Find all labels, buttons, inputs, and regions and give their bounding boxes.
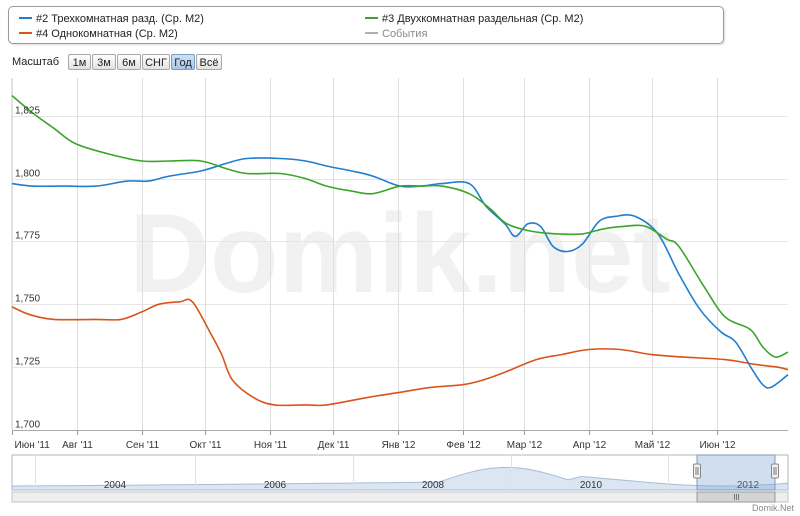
navigator-year-label: 2008 — [422, 480, 445, 491]
legend-label: #3 Двухкомнатная раздельная (Ср. М2) — [382, 13, 584, 25]
legend-item-series-2[interactable]: #2 Трехкомнатная разд. (Ср. М2) — [19, 12, 204, 26]
navigator-scrollbar-track[interactable] — [11, 491, 789, 503]
series-3-swatch-icon — [365, 17, 378, 20]
series-4-swatch-icon — [19, 32, 32, 35]
y-tick-label: 1,700 — [15, 420, 40, 431]
zoom-label: Масштаб — [12, 56, 60, 68]
navigator-year-label: 2012 — [737, 480, 760, 491]
x-tick-label: Июн '12 — [699, 440, 735, 451]
x-tick-label: Сен '11 — [126, 440, 160, 451]
y-tick-label: 1,750 — [15, 294, 40, 305]
x-tick-label: Мар '12 — [507, 440, 543, 451]
x-tick-label: Июн '11 — [15, 440, 51, 451]
legend-item-events[interactable]: События — [365, 27, 427, 41]
x-tick-label: Апр '12 — [573, 440, 607, 451]
credit-text: Domik.Net — [751, 503, 794, 513]
y-tick-label: 1,800 — [15, 169, 40, 180]
legend-label: #2 Трехкомнатная разд. (Ср. М2) — [36, 13, 204, 25]
zoom-3m-button[interactable]: 3м — [92, 54, 116, 70]
x-tick-label: Дек '11 — [318, 440, 350, 451]
series-3-line[interactable] — [11, 94, 789, 358]
legend-item-series-3[interactable]: #3 Двухкомнатная раздельная (Ср. М2) — [365, 12, 583, 26]
zoom-ytd-button[interactable]: СНГ — [142, 54, 170, 70]
zoom-1m-button[interactable]: 1м — [68, 54, 91, 70]
legend: #2 Трехкомнатная разд. (Ср. М2) #3 Двухк… — [8, 6, 724, 44]
zoom-year-button[interactable]: Год — [171, 54, 195, 70]
navigator-right-handle[interactable] — [771, 463, 779, 479]
x-tick-label: Авг '11 — [62, 440, 93, 451]
y-tick-label: 1,825 — [15, 106, 40, 117]
navigator-area — [11, 466, 789, 491]
x-tick-label: Ноя '11 — [254, 440, 288, 451]
navigator-year-label: 2010 — [580, 480, 603, 491]
navigator-year-label: 2006 — [264, 480, 287, 491]
x-axis-labels: Июн '11 Авг '11 Сен '11 Окт '11 Ноя '11 Дек '… — [15, 440, 736, 451]
navigator-left-handle[interactable] — [693, 463, 701, 479]
navigator-selection[interactable] — [696, 454, 776, 491]
series-2-swatch-icon — [19, 17, 32, 20]
x-tick-label: Янв '12 — [382, 440, 416, 451]
legend-item-series-4[interactable]: #4 Однокомнатная (Ср. М2) — [19, 27, 178, 41]
watermark-text: Domik.net — [129, 191, 670, 316]
zoom-all-button[interactable]: Всё — [196, 54, 222, 70]
series-4-line[interactable] — [11, 298, 789, 407]
x-tick-label: Фев '12 — [446, 440, 481, 451]
legend-label: #4 Однокомнатная (Ср. М2) — [36, 28, 178, 40]
zoom-6m-button[interactable]: 6м — [117, 54, 141, 70]
x-tick-label: Май '12 — [635, 440, 671, 451]
navigator[interactable]: 2004 2006 2008 2010 2012 — [11, 454, 789, 503]
x-tick-label: Окт '11 — [190, 440, 222, 451]
grid: Domik.net — [11, 78, 788, 435]
y-axis-labels: 1,700 1,725 1,750 1,775 1,800 1,825 — [15, 106, 40, 431]
y-tick-label: 1,725 — [15, 357, 40, 368]
navigator-year-label: 2004 — [104, 480, 127, 491]
events-swatch-icon — [365, 32, 378, 35]
series-layer — [11, 94, 789, 407]
y-tick-label: 1,775 — [15, 231, 40, 242]
legend-label: События — [382, 28, 428, 40]
